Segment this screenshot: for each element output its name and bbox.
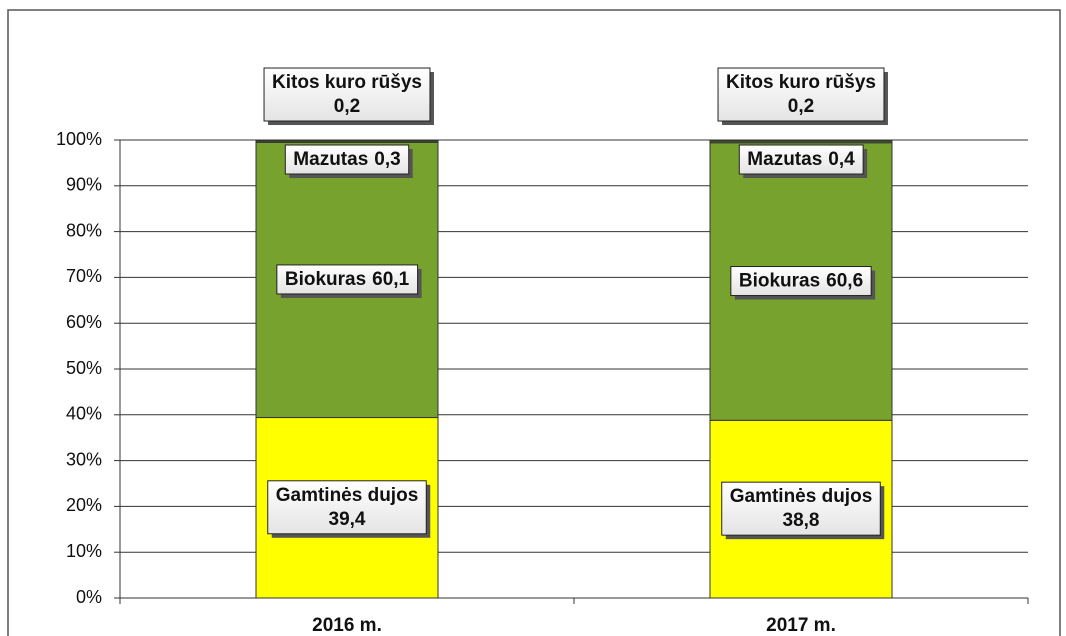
- y-tick-label: 30%: [66, 449, 102, 469]
- label-box: [721, 481, 881, 536]
- series-name: Mazutas: [293, 149, 368, 170]
- value-label: 0,2: [788, 96, 814, 117]
- data-label: Mazutas 0,3: [284, 144, 413, 179]
- data-label: Kitos kuro rūšys 0,2: [263, 67, 434, 126]
- series-name: Biokuras: [739, 271, 820, 292]
- series-name: Gamtinės dujos: [276, 485, 419, 506]
- value-label: 38,8: [783, 510, 820, 531]
- series-name: Kitos kuro rūšys: [272, 72, 422, 93]
- value-label: 39,4: [329, 509, 366, 530]
- value-label: 0,3: [374, 149, 400, 170]
- data-label-text: Biokuras 60,1: [285, 269, 410, 290]
- data-label-text: Mazutas 0,3: [293, 149, 400, 170]
- y-tick-label: 20%: [66, 495, 102, 515]
- series-name: Gamtinės dujos: [730, 486, 873, 507]
- label-box: [738, 144, 864, 175]
- y-tick-label: 60%: [66, 312, 102, 332]
- data-label-text: Kitos kuro rūšys 0,2: [272, 72, 422, 117]
- x-tick-label: 2017 m.: [766, 615, 836, 636]
- data-label-text: Mazutas 0,4: [747, 149, 855, 170]
- data-label: Gamtinės dujos 39,4: [267, 480, 431, 538]
- y-tick-label: 70%: [66, 266, 102, 286]
- series-name: Biokuras: [285, 269, 366, 290]
- label-box: [276, 264, 419, 295]
- data-label: Gamtinės dujos 38,8: [721, 481, 885, 540]
- value-label: 0,2: [334, 96, 360, 117]
- x-tick-label: 2016 m.: [312, 615, 382, 636]
- bar-segment: [255, 139, 439, 142]
- data-label-text: Gamtinės dujos 38,8: [730, 486, 873, 531]
- y-tick-label: 90%: [66, 175, 102, 195]
- label-box: [284, 144, 410, 175]
- y-tick-label: 50%: [66, 358, 102, 378]
- data-label-text: Biokuras 60,6: [739, 271, 863, 292]
- data-label: Kitos kuro rūšys 0,2: [717, 67, 888, 126]
- data-label-text: Kitos kuro rūšys 0,2: [726, 72, 876, 117]
- bar-segment: [709, 139, 893, 142]
- chart-frame: [7, 9, 1061, 636]
- data-label: Mazutas 0,4: [738, 144, 868, 179]
- y-tick-label: 100%: [56, 129, 102, 149]
- y-tick-label: 10%: [66, 541, 102, 561]
- label-box: [730, 266, 872, 297]
- label-box: [717, 67, 885, 122]
- value-label: 60,1: [372, 269, 409, 290]
- label-box: [267, 480, 427, 535]
- value-label: 60,6: [826, 271, 863, 292]
- data-label-text: Gamtinės dujos 39,4: [276, 485, 419, 530]
- y-tick-label: 0%: [76, 587, 102, 607]
- data-label: Biokuras 60,6: [730, 266, 876, 300]
- series-name: Mazutas: [747, 149, 822, 170]
- y-tick-label: 80%: [66, 220, 102, 240]
- y-tick-label: 40%: [66, 404, 102, 424]
- series-name: Kitos kuro rūšys: [726, 72, 876, 93]
- data-label: Biokuras 60,1: [276, 264, 422, 298]
- value-label: 0,4: [828, 149, 855, 170]
- label-box: [263, 67, 431, 122]
